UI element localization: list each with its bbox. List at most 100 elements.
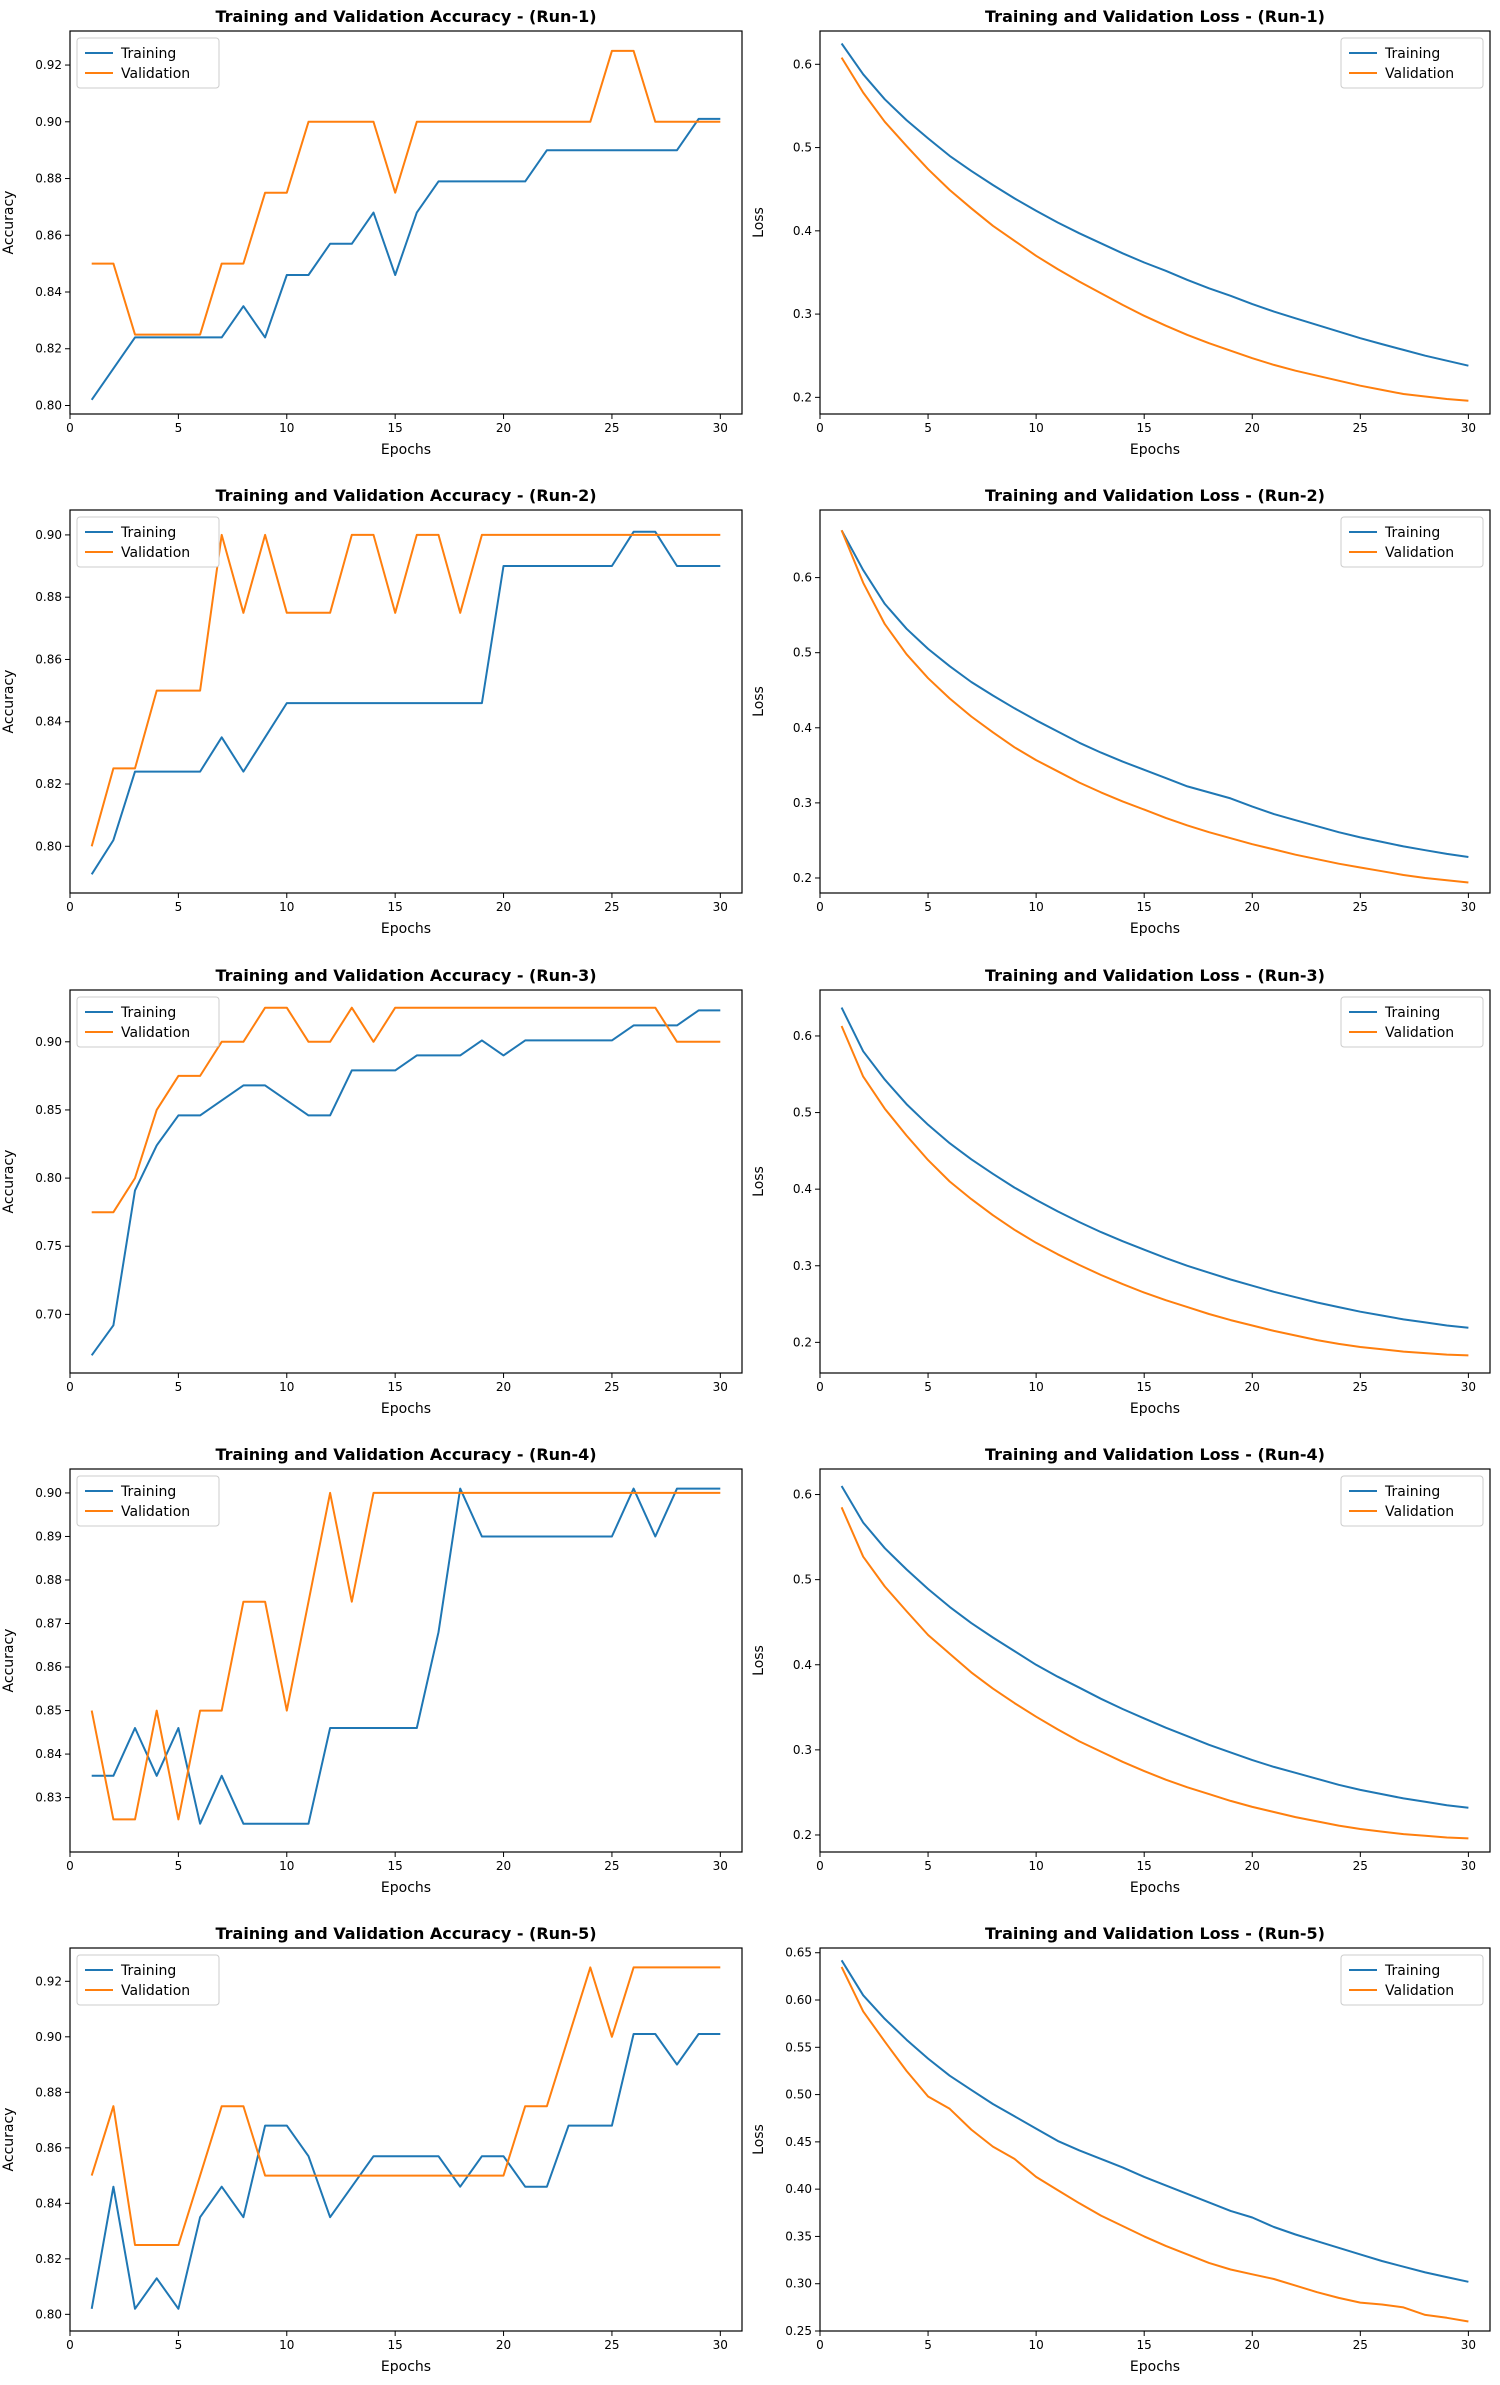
y-tick-label: 0.55	[785, 2040, 812, 2054]
x-tick-label: 25	[604, 1380, 619, 1394]
y-tick-label: 0.3	[793, 307, 812, 321]
x-tick-label: 10	[279, 1859, 294, 1873]
chart-title: Training and Validation Loss - (Run-2)	[985, 486, 1325, 505]
legend-label-validation: Validation	[1385, 66, 1454, 82]
x-axis-label: Epochs	[1130, 921, 1180, 937]
series-line-validation	[90, 1966, 721, 2246]
legend-label-validation: Validation	[121, 1504, 190, 1520]
y-tick-label: 0.90	[35, 1035, 62, 1049]
y-axis-label: Accuracy	[1, 1629, 17, 1693]
x-tick-label: 20	[496, 421, 511, 435]
legend: Training Validation	[76, 516, 220, 568]
x-tick-label: 25	[1353, 2338, 1368, 2352]
y-tick-label: 0.6	[793, 57, 812, 71]
y-tick-label: 0.88	[35, 2085, 62, 2099]
x-tick-label: 5	[175, 2338, 183, 2352]
x-tick-label: 15	[1137, 421, 1152, 435]
plot-area-frame	[69, 989, 743, 1374]
x-tick-label: 0	[66, 1859, 74, 1873]
chart-title: Training and Validation Loss - (Run-5)	[985, 1924, 1325, 1943]
y-tick-label: 0.65	[785, 1946, 812, 1960]
series-line-training	[90, 117, 721, 401]
legend-label-training: Training	[120, 525, 176, 541]
legend-box	[1340, 37, 1484, 89]
series-line-validation	[91, 1006, 721, 1214]
x-tick-label: 20	[1245, 1859, 1260, 1873]
legend-label-validation: Validation	[1385, 1025, 1454, 1041]
y-tick-label: 0.45	[785, 2135, 812, 2149]
chart-panel-6: Training and Validation Loss - (Run-3) 0 5…	[751, 966, 1491, 1417]
legend-box	[76, 516, 220, 568]
x-tick-label: 5	[175, 421, 183, 435]
x-tick-label: 30	[713, 900, 728, 914]
legend: Training Validation	[1340, 37, 1484, 89]
y-tick-label: 0.88	[35, 1573, 62, 1587]
chart-panel-8: Training and Validation Loss - (Run-4) 0 5…	[751, 1445, 1491, 1896]
series-line-training	[840, 1959, 1469, 2283]
x-tick-label: 0	[66, 1380, 74, 1394]
x-tick-label: 5	[175, 900, 183, 914]
x-axis-label: Epochs	[381, 921, 431, 937]
x-tick-label: 15	[388, 1859, 403, 1873]
y-axis-label: Accuracy	[1, 191, 17, 255]
legend-box	[1340, 1954, 1484, 2006]
y-tick-label: 0.5	[793, 141, 812, 155]
y-tick-label: 0.87	[35, 1617, 62, 1631]
plot-area-frame	[819, 509, 1491, 894]
y-tick-label: 0.6	[793, 1029, 812, 1043]
x-tick-label: 15	[388, 2338, 403, 2352]
x-tick-label: 25	[1353, 1380, 1368, 1394]
legend-box	[76, 37, 220, 89]
legend-box	[76, 1954, 220, 2006]
x-tick-label: 20	[1245, 421, 1260, 435]
x-tick-label: 30	[1461, 1859, 1476, 1873]
legend-label-training: Training	[120, 1963, 176, 1979]
y-axis-label: Accuracy	[1, 2108, 17, 2172]
y-tick-label: 0.84	[35, 2196, 62, 2210]
x-tick-label: 10	[279, 1380, 294, 1394]
y-tick-label: 0.90	[35, 115, 62, 129]
series-line-validation	[840, 57, 1469, 402]
x-tick-label: 30	[713, 421, 728, 435]
x-axis-label: Epochs	[1130, 1880, 1180, 1896]
plot-area-frame	[819, 1468, 1491, 1853]
legend-label-training: Training	[1384, 1005, 1440, 1021]
chart-title: Training and Validation Accuracy - (Run-…	[215, 7, 596, 26]
y-tick-label: 0.83	[35, 1791, 62, 1805]
legend-label-validation: Validation	[121, 545, 190, 561]
legend-label-training: Training	[1384, 1963, 1440, 1979]
x-axis-label: Epochs	[1130, 1401, 1180, 1417]
legend-label-training: Training	[1384, 1484, 1440, 1500]
y-tick-label: 0.25	[785, 2324, 812, 2338]
y-tick-label: 0.84	[35, 1747, 62, 1761]
y-tick-label: 0.4	[793, 1182, 812, 1196]
x-tick-label: 25	[1353, 421, 1368, 435]
legend-label-training: Training	[1384, 525, 1440, 541]
y-tick-label: 0.88	[35, 590, 62, 604]
y-tick-label: 0.50	[785, 2088, 812, 2102]
x-tick-label: 5	[175, 1380, 183, 1394]
series-line-training	[840, 529, 1469, 858]
y-tick-label: 0.2	[793, 1828, 812, 1842]
x-axis-label: Epochs	[381, 1401, 431, 1417]
chart-panel-3: Training and Validation Accuracy - (Run-…	[1, 486, 743, 937]
series-line-training	[840, 1485, 1469, 1809]
legend: Training Validation	[1340, 1475, 1484, 1527]
x-tick-label: 5	[924, 2338, 932, 2352]
x-tick-label: 25	[604, 2338, 619, 2352]
x-tick-label: 10	[1028, 421, 1043, 435]
chart-panel-2: Training and Validation Loss - (Run-1) 0 5…	[751, 7, 1491, 458]
y-tick-label: 0.82	[35, 2252, 62, 2266]
series-line-validation	[90, 533, 721, 847]
y-tick-label: 0.92	[35, 58, 62, 72]
chart-panel-1: Training and Validation Accuracy - (Run-…	[1, 7, 743, 458]
legend: Training Validation	[76, 37, 220, 89]
legend-label-validation: Validation	[1385, 1983, 1454, 1999]
x-axis-label: Epochs	[1130, 442, 1180, 458]
y-axis-label: Loss	[751, 207, 767, 238]
y-tick-label: 0.3	[793, 796, 812, 810]
series-line-training	[840, 1007, 1469, 1329]
y-tick-label: 0.2	[793, 871, 812, 885]
x-tick-label: 5	[924, 1380, 932, 1394]
y-axis-label: Accuracy	[1, 1150, 17, 1214]
